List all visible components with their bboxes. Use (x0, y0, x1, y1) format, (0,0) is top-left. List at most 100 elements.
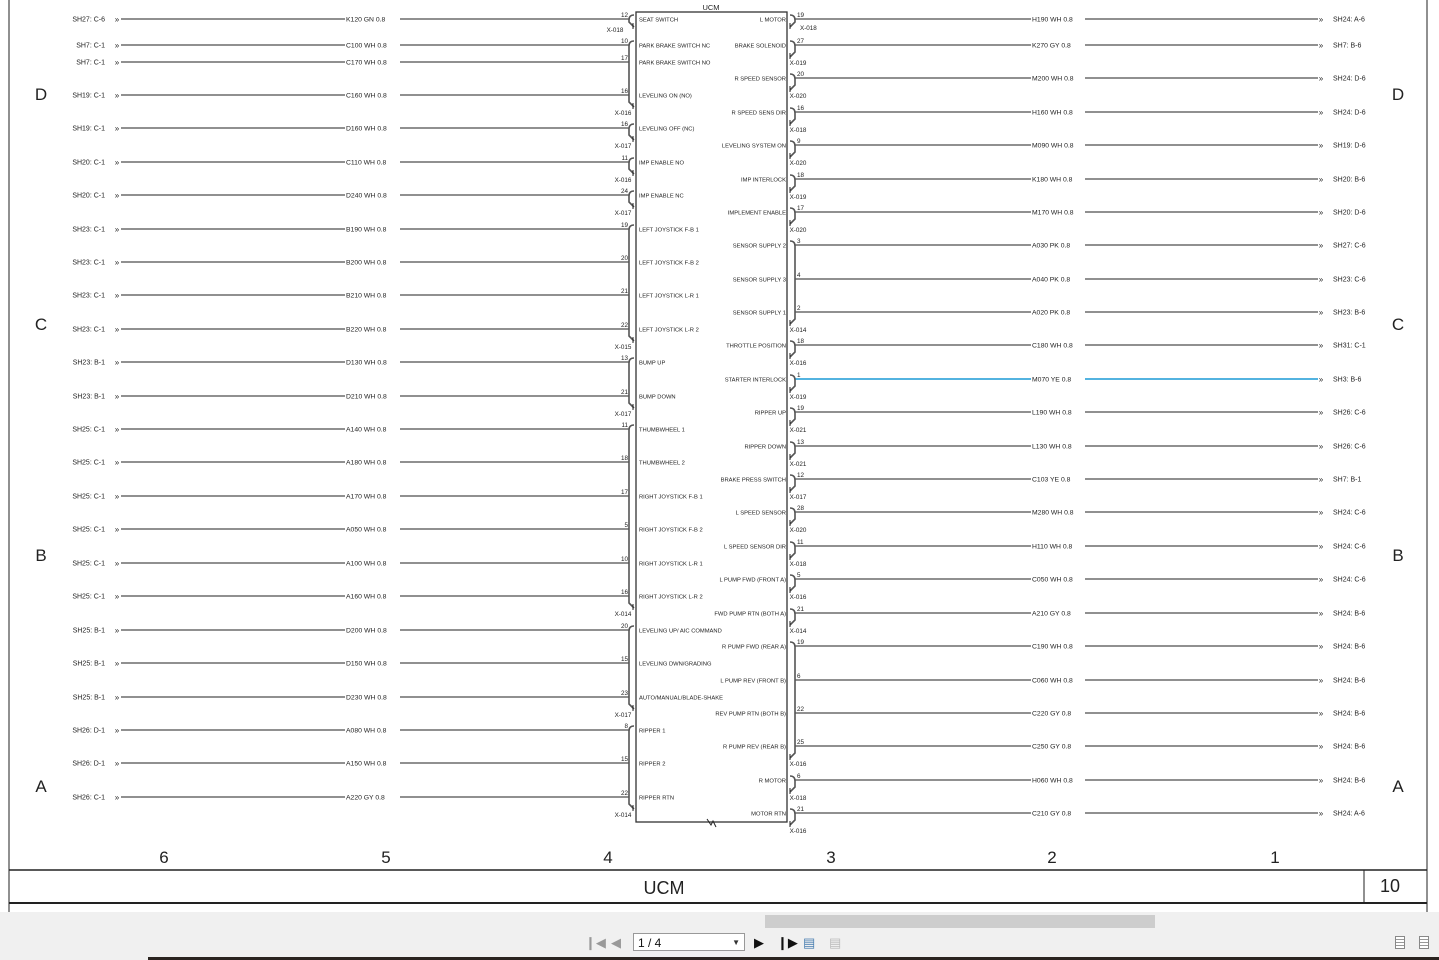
off-sheet-arrow-icon: » (1319, 308, 1324, 317)
connector-bracket (789, 340, 796, 358)
fit-width-icon[interactable]: ▤ (829, 935, 842, 950)
wire-label: K120 GN 0.8 (346, 17, 386, 24)
off-sheet-arrow-icon: » (1319, 175, 1324, 184)
wire-label: C250 GY 0.8 (1032, 744, 1071, 751)
connector-label: X-018 (800, 25, 817, 32)
pin-function: STARTER INTERLOCK (725, 378, 786, 384)
wire-label: A220 GY 0.8 (346, 795, 385, 802)
pin-number: 21 (621, 389, 629, 396)
sheet-reference: SH27: C-6 (1333, 243, 1366, 250)
last-page-icon[interactable]: ❙▶ (777, 935, 798, 950)
off-sheet-arrow-icon: » (1319, 74, 1324, 83)
pin-number: 17 (621, 489, 629, 496)
pin-number: 10 (621, 556, 629, 563)
pin-number: 21 (797, 806, 805, 813)
wire-label: B220 WH 0.8 (346, 327, 387, 334)
off-sheet-arrow-icon: » (1319, 341, 1324, 350)
pin-number: 18 (621, 455, 629, 462)
off-sheet-arrow-icon: » (1319, 408, 1324, 417)
off-sheet-arrow-icon: » (115, 91, 120, 100)
pin-function: LEFT JOYSTICK F-B 2 (639, 261, 699, 267)
pin-number: 19 (797, 639, 805, 646)
wire-label: H160 WH 0.8 (1032, 110, 1073, 117)
connector-bracket (789, 541, 796, 559)
first-page-icon[interactable]: ❙◀ (585, 935, 606, 950)
connector-label: X-020 (790, 93, 807, 100)
sheet-reference: SH25: B-1 (73, 695, 105, 702)
pin-number: 21 (621, 288, 629, 295)
wire-label: A160 WH 0.8 (346, 594, 387, 601)
pin-number: 22 (797, 706, 805, 713)
pin-number: 12 (621, 12, 629, 19)
pin-number: 19 (621, 222, 629, 229)
sheet-reference: SH20: D-6 (1333, 210, 1366, 217)
connector-bracket (789, 240, 796, 325)
pin-number: 18 (797, 338, 805, 345)
continuous-page-icon[interactable] (1419, 936, 1429, 949)
wire-label: A150 WH 0.8 (346, 761, 387, 768)
prev-page-icon[interactable]: ◀ (611, 935, 621, 950)
connector-label: X-017 (615, 411, 632, 418)
zone-letter-right: D (1392, 85, 1404, 104)
connector-bracket (628, 123, 635, 141)
fit-page-icon[interactable]: ▤ (803, 935, 816, 950)
wire-label: D150 WH 0.8 (346, 661, 387, 668)
sheet-reference: SH23: C-1 (72, 227, 105, 234)
page-select[interactable]: 1 / 4 ▼ (633, 933, 745, 951)
off-sheet-arrow-icon: » (115, 124, 120, 133)
pin-number: 4 (797, 272, 801, 279)
wire-label: D130 WH 0.8 (346, 360, 387, 367)
connector-label: X-016 (615, 110, 632, 117)
module-box (635, 11, 788, 823)
wire-label: B200 WH 0.8 (346, 260, 387, 267)
off-sheet-arrow-icon: » (115, 525, 120, 534)
pin-number: 20 (797, 71, 805, 78)
connector-label: X-021 (790, 427, 807, 434)
off-sheet-arrow-icon: » (1319, 642, 1324, 651)
sheet-reference: SH24: B-6 (1333, 644, 1365, 651)
viewer-toolbar: ❙◀ ◀ 1 / 4 ▼ ▶ ❙▶ ▤ ▤ (0, 912, 1439, 960)
pin-number: 13 (621, 355, 629, 362)
next-page-icon[interactable]: ▶ (754, 935, 764, 950)
wire-label: A080 WH 0.8 (346, 728, 387, 735)
pin-function: RIGHT JOYSTICK F-B 2 (639, 528, 703, 534)
connector-bracket (789, 174, 796, 192)
wire-label: D210 WH 0.8 (346, 394, 387, 401)
zone-column-number: 1 (1270, 848, 1279, 867)
pin-function: THROTTLE POSITION (726, 344, 786, 350)
wire-label: D230 WH 0.8 (346, 695, 387, 702)
wire-label: C160 WH 0.8 (346, 93, 387, 100)
wire-label: A100 WH 0.8 (346, 561, 387, 568)
sheet-reference: SH25: C-1 (72, 427, 105, 434)
connector-bracket (789, 441, 796, 459)
single-page-icon[interactable] (1395, 936, 1405, 949)
off-sheet-arrow-icon: » (115, 626, 120, 635)
pin-function: RIGHT JOYSTICK L-R 2 (639, 595, 703, 601)
zone-column-number: 5 (381, 848, 390, 867)
connector-label: X-020 (790, 227, 807, 234)
connector-label: X-017 (615, 210, 632, 217)
connector-bracket (628, 224, 635, 342)
sheet-reference: SH25: B-1 (73, 628, 105, 635)
sheet-reference: SH7: C-1 (76, 43, 105, 50)
wire-label: B190 WH 0.8 (346, 227, 387, 234)
connector-bracket (789, 507, 796, 525)
pin-number: 16 (621, 589, 629, 596)
connector-label: X-014 (790, 327, 807, 334)
horizontal-scrollbar[interactable] (765, 915, 1155, 928)
wire-label: A170 WH 0.8 (346, 494, 387, 501)
sheet-reference: SH24: C-6 (1333, 510, 1366, 517)
title-block-name: UCM (644, 878, 685, 898)
off-sheet-arrow-icon: » (1319, 809, 1324, 818)
sheet-reference: SH25: C-1 (72, 594, 105, 601)
connector-label: X-016 (790, 828, 807, 835)
sheet-reference: SH19: D-6 (1333, 143, 1366, 150)
off-sheet-arrow-icon: » (115, 458, 120, 467)
pin-function: THUMBWHEEL 2 (639, 461, 685, 467)
wire-label: A140 WH 0.8 (346, 427, 387, 434)
wire-label: M170 WH 0.8 (1032, 210, 1074, 217)
sheet-reference: SH25: C-1 (72, 494, 105, 501)
connector-label: X-018 (790, 127, 807, 134)
off-sheet-arrow-icon: » (1319, 108, 1324, 117)
